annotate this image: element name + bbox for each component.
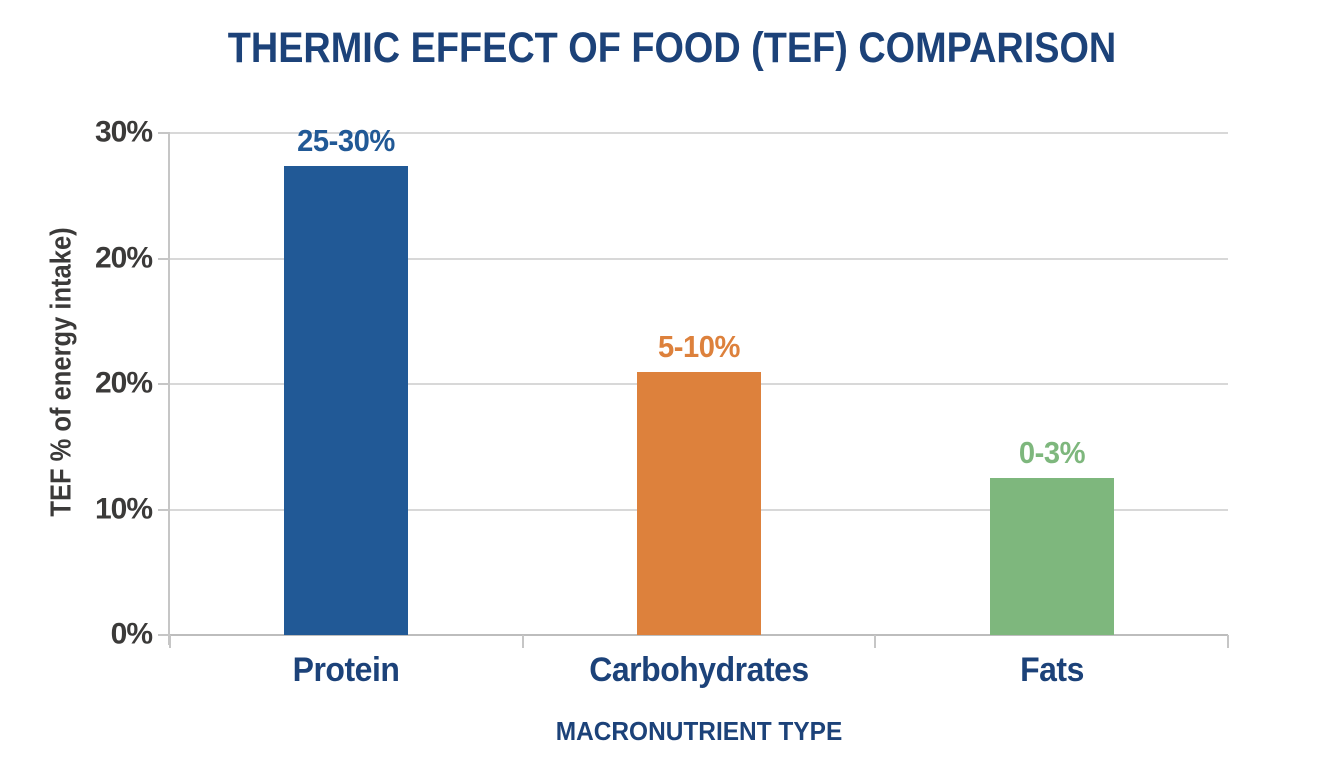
y-tick-mark	[158, 634, 170, 636]
y-tick-mark	[158, 132, 170, 134]
y-tick-label: 20%	[94, 366, 153, 400]
bar-value-label-protein: 25-30%	[297, 123, 395, 158]
y-tick-label: 0%	[110, 617, 153, 651]
x-boundary-tick	[169, 635, 171, 648]
x-boundary-tick	[1227, 635, 1229, 648]
x-axis-baseline	[170, 634, 1228, 636]
y-axis-line	[168, 133, 170, 645]
y-tick-mark	[158, 509, 170, 511]
chart-title: THERMIC EFFECT OF FOOD (TEF) COMPARISON	[227, 24, 1117, 72]
bar-protein	[284, 166, 408, 635]
y-tick-label: 30%	[94, 115, 153, 149]
category-label-fats: Fats	[1020, 651, 1084, 689]
bar-carbohydrates	[637, 372, 761, 635]
y-tick-label: 20%	[94, 241, 153, 275]
category-label-protein: Protein	[292, 651, 400, 689]
plot-area: 30% 20% 20% 10% 0% 25-30% Protein 5-10% Carbohyd…	[95, 115, 1229, 689]
x-axis-title: MACRONUTRIENT TYPE	[555, 716, 843, 746]
gridline	[170, 132, 1228, 134]
y-tick-mark	[158, 383, 170, 385]
y-tick-label: 10%	[94, 492, 153, 526]
y-axis-title: TEF % of energy intake)	[45, 227, 78, 517]
bar-value-label-carbohydrates: 5-10%	[658, 329, 740, 364]
x-boundary-tick	[874, 635, 876, 648]
x-boundary-tick	[522, 635, 524, 648]
gridline	[170, 258, 1228, 260]
y-tick-mark	[158, 258, 170, 260]
category-label-carbohydrates: Carbohydrates	[589, 651, 809, 689]
bar-value-label-fats: 0-3%	[1018, 435, 1086, 470]
bar-fats	[990, 478, 1114, 635]
